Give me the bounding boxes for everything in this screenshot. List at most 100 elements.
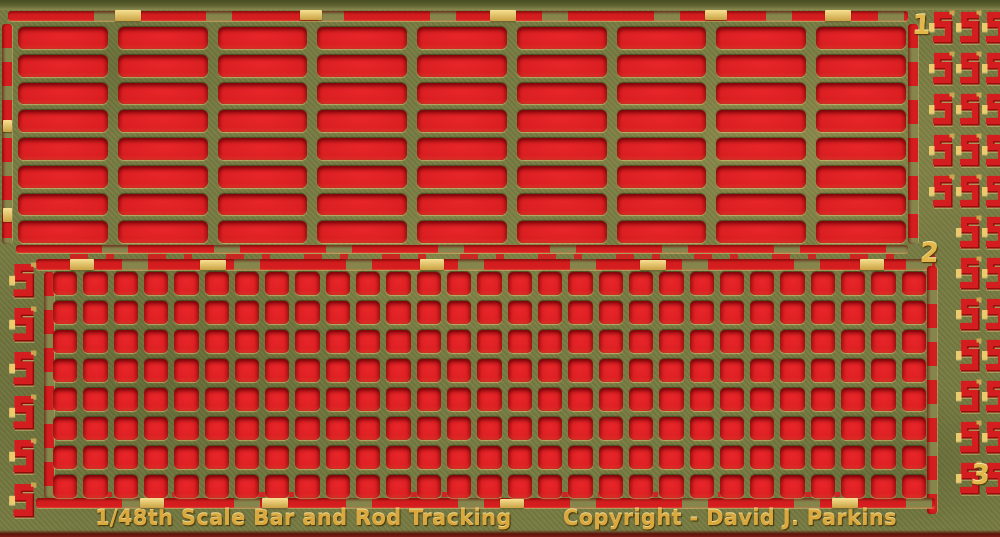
mesh-hole	[356, 301, 381, 324]
s-hook-part	[982, 175, 1000, 208]
sprue-stub	[976, 10, 982, 15]
bar-slot	[417, 82, 507, 105]
mesh-hole	[325, 417, 351, 440]
sprue-stub	[976, 420, 982, 425]
s-hook-part	[956, 461, 982, 495]
etched-channel-left	[2, 24, 12, 244]
mesh-hole	[659, 301, 684, 324]
mesh-hole	[537, 272, 563, 295]
mesh-hole	[477, 417, 502, 440]
s-hook-part	[982, 257, 1000, 290]
bar-slot	[516, 110, 607, 132]
mesh-hole	[53, 272, 78, 295]
sprue-gold-tab	[982, 351, 988, 360]
bar-slot	[417, 165, 507, 188]
mesh-hole	[659, 475, 684, 498]
bar-slot	[317, 27, 408, 49]
s-hook-part	[956, 297, 982, 331]
mesh-hole	[810, 301, 836, 324]
mesh-hole	[901, 446, 926, 469]
mesh-hole	[507, 446, 532, 469]
etched-channel-mesh-right	[927, 266, 937, 514]
mesh-hole	[83, 417, 108, 440]
mesh-hole	[53, 388, 78, 411]
mesh-hole	[325, 388, 351, 411]
sprue-gold-tab	[500, 499, 524, 508]
sprue-stub	[30, 262, 37, 267]
s-hook-part	[982, 462, 1000, 495]
bar-slot	[616, 138, 707, 160]
sprue-gold-tab	[956, 351, 962, 360]
etched-channel-mid-lower	[36, 259, 935, 270]
sprue-gold-tab	[982, 310, 988, 319]
mesh-hole	[750, 301, 775, 324]
sprue-gold-tab	[3, 120, 12, 132]
bar-tracking-grid	[18, 27, 906, 243]
mesh-hole	[841, 301, 866, 324]
bar-slot	[816, 138, 906, 160]
mesh-hole	[204, 359, 229, 382]
mesh-hole	[447, 446, 472, 469]
mesh-hole	[810, 330, 836, 353]
sprue-gold-tab	[9, 407, 16, 417]
s-hook-part	[982, 52, 1000, 85]
bar-slot	[417, 54, 507, 77]
bar-slot	[716, 221, 807, 243]
bar-slot	[317, 165, 408, 188]
mesh-hole	[871, 446, 896, 469]
sprue-stub	[976, 256, 982, 261]
sprue-stub	[976, 133, 982, 138]
bar-slot	[18, 82, 108, 105]
mesh-hole	[659, 446, 684, 469]
s-hook-part	[9, 262, 37, 298]
mesh-hole	[780, 446, 805, 469]
mesh-hole	[416, 446, 442, 469]
mesh-hole	[537, 446, 563, 469]
mesh-hole	[204, 272, 229, 295]
s-hook-part	[956, 174, 982, 208]
bar-slot	[417, 110, 507, 132]
s-hook-part	[982, 380, 1000, 413]
bar-slot	[217, 110, 308, 132]
sprue-gold-tab	[956, 64, 962, 73]
mesh-hole	[598, 446, 623, 469]
sprue-gold-tab	[9, 451, 16, 461]
s-hook-part	[982, 11, 1000, 44]
mesh-hole	[386, 330, 411, 353]
mesh-hole	[265, 359, 290, 382]
mesh-hole	[780, 359, 805, 382]
bar-slot	[516, 54, 607, 77]
bar-slot	[616, 82, 707, 105]
sprue-stub	[30, 394, 37, 399]
mesh-hole	[356, 417, 381, 440]
bar-slot	[417, 221, 507, 243]
mesh-hole	[204, 417, 229, 440]
mesh-hole	[174, 301, 199, 324]
sprue-gold-tab	[9, 319, 16, 329]
mesh-hole	[780, 475, 805, 498]
mesh-hole	[416, 417, 442, 440]
sprue-gold-tab	[956, 392, 962, 401]
mesh-hole	[325, 301, 351, 324]
s-hook-part	[9, 438, 37, 474]
mesh-hole	[143, 301, 169, 324]
mesh-hole	[386, 359, 411, 382]
mesh-hole	[356, 272, 381, 295]
s-hook-part	[929, 51, 955, 85]
mesh-hole	[719, 417, 745, 440]
mesh-hole	[83, 446, 108, 469]
mesh-hole	[628, 359, 654, 382]
mesh-hole	[568, 475, 593, 498]
bar-slot	[716, 165, 807, 188]
mesh-hole	[143, 388, 169, 411]
footer-copyright: Copyright - David J. Parkins	[563, 506, 897, 530]
mesh-hole	[537, 301, 563, 324]
mesh-hole	[537, 475, 563, 498]
bar-slot	[516, 138, 607, 160]
mesh-hole	[568, 359, 593, 382]
mesh-hole	[568, 417, 593, 440]
bar-slot	[317, 54, 408, 77]
mesh-hole	[113, 446, 138, 469]
mesh-hole	[447, 388, 472, 411]
sprue-gold-tab	[200, 260, 226, 270]
